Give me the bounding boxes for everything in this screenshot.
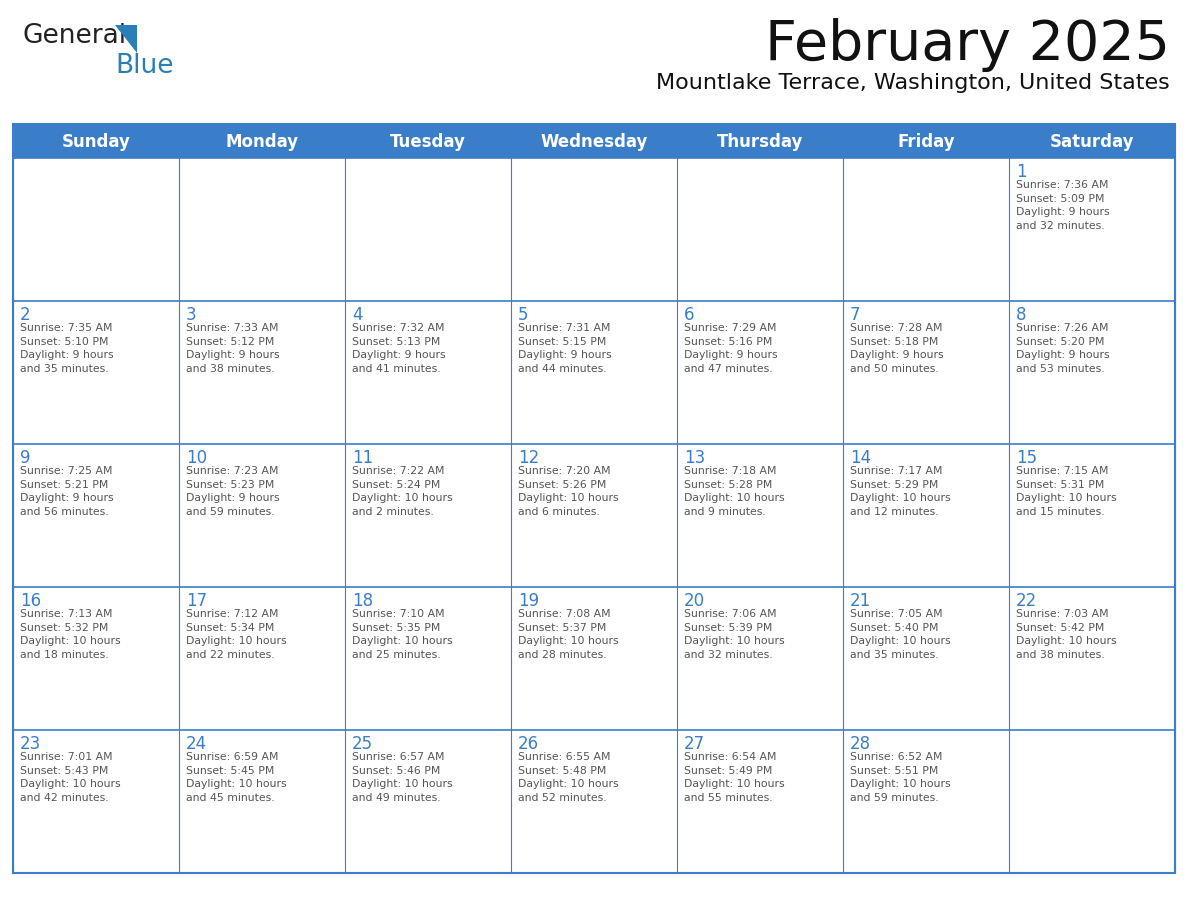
Text: Sunrise: 7:32 AM
Sunset: 5:13 PM
Daylight: 9 hours
and 41 minutes.: Sunrise: 7:32 AM Sunset: 5:13 PM Dayligh… xyxy=(352,323,446,374)
Text: Sunrise: 7:31 AM
Sunset: 5:15 PM
Daylight: 9 hours
and 44 minutes.: Sunrise: 7:31 AM Sunset: 5:15 PM Dayligh… xyxy=(518,323,612,374)
Text: 18: 18 xyxy=(352,592,373,610)
Text: Sunrise: 6:55 AM
Sunset: 5:48 PM
Daylight: 10 hours
and 52 minutes.: Sunrise: 6:55 AM Sunset: 5:48 PM Dayligh… xyxy=(518,752,619,803)
Text: 19: 19 xyxy=(518,592,539,610)
Text: 4: 4 xyxy=(352,306,362,324)
Text: Tuesday: Tuesday xyxy=(390,133,466,151)
Text: 20: 20 xyxy=(684,592,706,610)
Text: Monday: Monday xyxy=(226,133,298,151)
Text: Sunrise: 6:57 AM
Sunset: 5:46 PM
Daylight: 10 hours
and 49 minutes.: Sunrise: 6:57 AM Sunset: 5:46 PM Dayligh… xyxy=(352,752,453,803)
Text: Sunrise: 7:06 AM
Sunset: 5:39 PM
Daylight: 10 hours
and 32 minutes.: Sunrise: 7:06 AM Sunset: 5:39 PM Dayligh… xyxy=(684,609,784,660)
Text: Sunrise: 6:52 AM
Sunset: 5:51 PM
Daylight: 10 hours
and 59 minutes.: Sunrise: 6:52 AM Sunset: 5:51 PM Dayligh… xyxy=(849,752,950,803)
Text: 9: 9 xyxy=(20,449,31,467)
Text: 15: 15 xyxy=(1016,449,1037,467)
Text: Sunrise: 7:05 AM
Sunset: 5:40 PM
Daylight: 10 hours
and 35 minutes.: Sunrise: 7:05 AM Sunset: 5:40 PM Dayligh… xyxy=(849,609,950,660)
Text: 1: 1 xyxy=(1016,163,1026,181)
Text: Sunrise: 7:10 AM
Sunset: 5:35 PM
Daylight: 10 hours
and 25 minutes.: Sunrise: 7:10 AM Sunset: 5:35 PM Dayligh… xyxy=(352,609,453,660)
Text: 22: 22 xyxy=(1016,592,1037,610)
Text: 26: 26 xyxy=(518,735,539,753)
Text: 21: 21 xyxy=(849,592,871,610)
Text: 12: 12 xyxy=(518,449,539,467)
Text: 23: 23 xyxy=(20,735,42,753)
Text: Sunrise: 7:12 AM
Sunset: 5:34 PM
Daylight: 10 hours
and 22 minutes.: Sunrise: 7:12 AM Sunset: 5:34 PM Dayligh… xyxy=(187,609,286,660)
Text: Blue: Blue xyxy=(115,53,173,79)
Text: 6: 6 xyxy=(684,306,695,324)
Text: Sunrise: 7:22 AM
Sunset: 5:24 PM
Daylight: 10 hours
and 2 minutes.: Sunrise: 7:22 AM Sunset: 5:24 PM Dayligh… xyxy=(352,466,453,517)
Text: 10: 10 xyxy=(187,449,207,467)
Text: Sunday: Sunday xyxy=(62,133,131,151)
Text: Sunrise: 7:03 AM
Sunset: 5:42 PM
Daylight: 10 hours
and 38 minutes.: Sunrise: 7:03 AM Sunset: 5:42 PM Dayligh… xyxy=(1016,609,1117,660)
Text: Sunrise: 7:18 AM
Sunset: 5:28 PM
Daylight: 10 hours
and 9 minutes.: Sunrise: 7:18 AM Sunset: 5:28 PM Dayligh… xyxy=(684,466,784,517)
Bar xyxy=(13,126,1175,873)
Text: Sunrise: 7:01 AM
Sunset: 5:43 PM
Daylight: 10 hours
and 42 minutes.: Sunrise: 7:01 AM Sunset: 5:43 PM Dayligh… xyxy=(20,752,121,803)
Text: 28: 28 xyxy=(849,735,871,753)
Polygon shape xyxy=(115,25,137,53)
Text: General: General xyxy=(23,23,127,49)
Text: Sunrise: 6:54 AM
Sunset: 5:49 PM
Daylight: 10 hours
and 55 minutes.: Sunrise: 6:54 AM Sunset: 5:49 PM Dayligh… xyxy=(684,752,784,803)
Bar xyxy=(13,126,1175,158)
Text: 24: 24 xyxy=(187,735,207,753)
Text: Sunrise: 7:20 AM
Sunset: 5:26 PM
Daylight: 10 hours
and 6 minutes.: Sunrise: 7:20 AM Sunset: 5:26 PM Dayligh… xyxy=(518,466,619,517)
Text: Sunrise: 7:26 AM
Sunset: 5:20 PM
Daylight: 9 hours
and 53 minutes.: Sunrise: 7:26 AM Sunset: 5:20 PM Dayligh… xyxy=(1016,323,1110,374)
Text: 8: 8 xyxy=(1016,306,1026,324)
Text: Thursday: Thursday xyxy=(716,133,803,151)
Text: Sunrise: 7:08 AM
Sunset: 5:37 PM
Daylight: 10 hours
and 28 minutes.: Sunrise: 7:08 AM Sunset: 5:37 PM Dayligh… xyxy=(518,609,619,660)
Text: Friday: Friday xyxy=(897,133,955,151)
Text: 25: 25 xyxy=(352,735,373,753)
Text: Sunrise: 7:17 AM
Sunset: 5:29 PM
Daylight: 10 hours
and 12 minutes.: Sunrise: 7:17 AM Sunset: 5:29 PM Dayligh… xyxy=(849,466,950,517)
Text: Sunrise: 7:15 AM
Sunset: 5:31 PM
Daylight: 10 hours
and 15 minutes.: Sunrise: 7:15 AM Sunset: 5:31 PM Dayligh… xyxy=(1016,466,1117,517)
Text: 3: 3 xyxy=(187,306,197,324)
Text: Mountlake Terrace, Washington, United States: Mountlake Terrace, Washington, United St… xyxy=(656,73,1170,93)
Text: Wednesday: Wednesday xyxy=(541,133,647,151)
Text: Sunrise: 7:33 AM
Sunset: 5:12 PM
Daylight: 9 hours
and 38 minutes.: Sunrise: 7:33 AM Sunset: 5:12 PM Dayligh… xyxy=(187,323,279,374)
Text: 13: 13 xyxy=(684,449,706,467)
Text: Sunrise: 7:36 AM
Sunset: 5:09 PM
Daylight: 9 hours
and 32 minutes.: Sunrise: 7:36 AM Sunset: 5:09 PM Dayligh… xyxy=(1016,180,1110,230)
Text: 7: 7 xyxy=(849,306,860,324)
Text: Sunrise: 6:59 AM
Sunset: 5:45 PM
Daylight: 10 hours
and 45 minutes.: Sunrise: 6:59 AM Sunset: 5:45 PM Dayligh… xyxy=(187,752,286,803)
Text: 17: 17 xyxy=(187,592,207,610)
Text: Sunrise: 7:35 AM
Sunset: 5:10 PM
Daylight: 9 hours
and 35 minutes.: Sunrise: 7:35 AM Sunset: 5:10 PM Dayligh… xyxy=(20,323,114,374)
Text: 27: 27 xyxy=(684,735,706,753)
Text: 14: 14 xyxy=(849,449,871,467)
Text: Sunrise: 7:23 AM
Sunset: 5:23 PM
Daylight: 9 hours
and 59 minutes.: Sunrise: 7:23 AM Sunset: 5:23 PM Dayligh… xyxy=(187,466,279,517)
Text: Sunrise: 7:25 AM
Sunset: 5:21 PM
Daylight: 9 hours
and 56 minutes.: Sunrise: 7:25 AM Sunset: 5:21 PM Dayligh… xyxy=(20,466,114,517)
Text: 11: 11 xyxy=(352,449,373,467)
Text: Sunrise: 7:29 AM
Sunset: 5:16 PM
Daylight: 9 hours
and 47 minutes.: Sunrise: 7:29 AM Sunset: 5:16 PM Dayligh… xyxy=(684,323,778,374)
Text: 5: 5 xyxy=(518,306,529,324)
Text: 2: 2 xyxy=(20,306,31,324)
Text: February 2025: February 2025 xyxy=(765,18,1170,72)
Text: Sunrise: 7:13 AM
Sunset: 5:32 PM
Daylight: 10 hours
and 18 minutes.: Sunrise: 7:13 AM Sunset: 5:32 PM Dayligh… xyxy=(20,609,121,660)
Text: Sunrise: 7:28 AM
Sunset: 5:18 PM
Daylight: 9 hours
and 50 minutes.: Sunrise: 7:28 AM Sunset: 5:18 PM Dayligh… xyxy=(849,323,943,374)
Text: 16: 16 xyxy=(20,592,42,610)
Text: Saturday: Saturday xyxy=(1050,133,1135,151)
